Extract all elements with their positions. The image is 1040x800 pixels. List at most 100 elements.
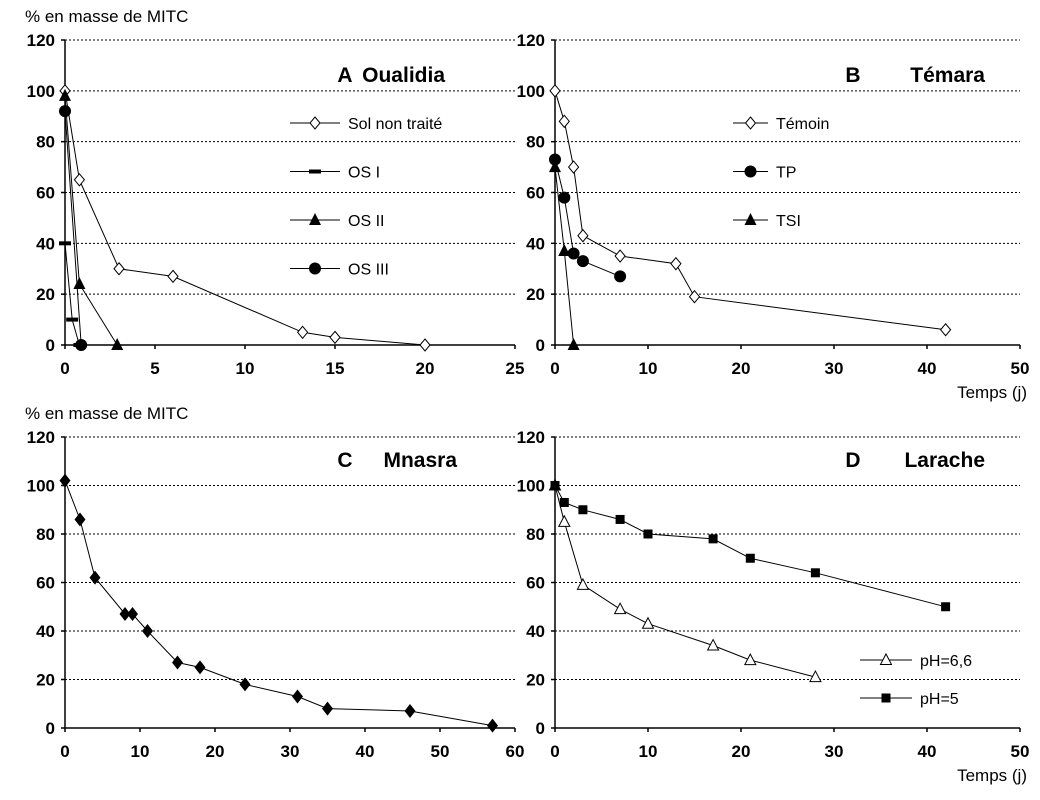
data-point bbox=[59, 241, 71, 246]
x-tick-label: 60 bbox=[506, 742, 525, 761]
x-tick-label: 50 bbox=[1011, 742, 1030, 761]
y-tick-label: 120 bbox=[27, 31, 55, 50]
x-tick-label: 50 bbox=[1011, 359, 1030, 378]
series-line bbox=[64, 111, 82, 346]
data-point bbox=[296, 325, 309, 340]
x-tick-label: 20 bbox=[416, 359, 435, 378]
legend-label: TSI bbox=[776, 213, 801, 230]
series-ph-6-6 bbox=[548, 478, 822, 683]
y-tick-label: 80 bbox=[36, 133, 55, 152]
data-point bbox=[239, 677, 251, 692]
panel-site: Témara bbox=[910, 64, 985, 87]
x-tick-label: 10 bbox=[639, 742, 658, 761]
series-s0 bbox=[59, 473, 498, 733]
x-tick-label: 10 bbox=[236, 359, 255, 378]
legend-item: pH=6,6 bbox=[860, 652, 972, 670]
y-axis-title: % en masse de MITC bbox=[25, 404, 188, 423]
data-point bbox=[549, 153, 561, 166]
y-tick-label: 20 bbox=[526, 671, 545, 690]
x-tick-label: 25 bbox=[506, 359, 525, 378]
data-point bbox=[404, 704, 416, 719]
data-point bbox=[549, 84, 561, 98]
data-point bbox=[941, 602, 951, 612]
series-ph-5 bbox=[550, 481, 951, 612]
y-tick-label: 60 bbox=[36, 574, 55, 593]
data-point bbox=[142, 624, 153, 638]
legend-marker bbox=[881, 693, 891, 703]
data-point bbox=[576, 255, 589, 268]
legend-label: pH=6,6 bbox=[920, 653, 972, 670]
data-point bbox=[419, 338, 431, 352]
data-point bbox=[113, 261, 125, 276]
data-point bbox=[292, 689, 303, 704]
x-tick-label: 10 bbox=[639, 359, 658, 378]
data-point bbox=[578, 505, 588, 515]
x-tick-label: 20 bbox=[732, 359, 751, 378]
data-point bbox=[576, 577, 590, 590]
legend-label: TP bbox=[776, 165, 796, 182]
y-tick-label: 100 bbox=[27, 82, 55, 101]
data-point bbox=[127, 607, 138, 622]
legend-marker bbox=[309, 169, 321, 174]
legend-item: TSI bbox=[733, 213, 801, 230]
x-tick-label: 30 bbox=[825, 742, 844, 761]
x-tick-label: 40 bbox=[918, 742, 937, 761]
data-point bbox=[708, 534, 718, 544]
data-point bbox=[111, 338, 124, 350]
data-point bbox=[643, 529, 653, 539]
x-tick-label: 0 bbox=[550, 359, 559, 378]
legend-label: Sol non traité bbox=[348, 116, 442, 133]
y-tick-label: 120 bbox=[27, 428, 55, 447]
panel-site: Larache bbox=[904, 449, 985, 472]
series-line bbox=[554, 485, 816, 678]
legend-marker bbox=[309, 213, 321, 225]
series-line bbox=[554, 90, 946, 331]
panel-letter: D bbox=[845, 449, 860, 472]
x-tick-label: 40 bbox=[356, 742, 375, 761]
data-point bbox=[615, 514, 625, 524]
legend-marker bbox=[744, 213, 757, 225]
data-point bbox=[743, 653, 757, 666]
data-point bbox=[73, 173, 86, 187]
x-tick-label: 20 bbox=[206, 742, 225, 761]
data-point bbox=[59, 105, 71, 118]
y-tick-label: 120 bbox=[517, 31, 545, 50]
x-tick-label: 0 bbox=[60, 359, 69, 378]
x-axis-title: Temps (j) bbox=[957, 383, 1027, 402]
y-tick-label: 0 bbox=[536, 336, 545, 355]
legend-label: Témoin bbox=[776, 116, 829, 133]
y-tick-label: 80 bbox=[36, 525, 55, 544]
data-point bbox=[809, 669, 822, 683]
data-point bbox=[558, 243, 571, 256]
panel-c: 0 20 40 60 80 100 120 0 10 20 30 40 50 60 % en masse d… bbox=[25, 404, 524, 761]
data-point bbox=[567, 247, 580, 260]
legend-marker bbox=[744, 116, 757, 130]
x-tick-label: 50 bbox=[431, 742, 450, 761]
legend-item: pH=5 bbox=[860, 691, 959, 708]
x-tick-label: 40 bbox=[918, 359, 937, 378]
x-tick-label: 10 bbox=[131, 742, 150, 761]
data-point bbox=[172, 655, 183, 670]
data-point bbox=[59, 473, 71, 488]
data-point bbox=[558, 114, 570, 129]
series-os-ii bbox=[59, 88, 124, 350]
legend: Sol non traité OS I OS II OS III bbox=[290, 116, 442, 279]
data-point bbox=[194, 660, 206, 675]
legend-item: TP bbox=[733, 165, 796, 182]
data-point bbox=[66, 317, 79, 322]
x-tick-label: 30 bbox=[825, 359, 844, 378]
y-tick-label: 20 bbox=[36, 285, 55, 304]
legend-marker bbox=[309, 116, 321, 130]
y-tick-label: 40 bbox=[526, 622, 545, 641]
legend-item: Témoin bbox=[733, 116, 829, 133]
data-point bbox=[73, 277, 86, 289]
legend-marker bbox=[879, 652, 893, 665]
series-sol-non-trait- bbox=[59, 84, 431, 352]
data-point bbox=[559, 497, 569, 507]
legend-label: OS III bbox=[348, 262, 389, 279]
legend-label: pH=5 bbox=[920, 691, 959, 708]
series-tsi bbox=[549, 160, 580, 350]
y-tick-label: 0 bbox=[46, 719, 55, 738]
